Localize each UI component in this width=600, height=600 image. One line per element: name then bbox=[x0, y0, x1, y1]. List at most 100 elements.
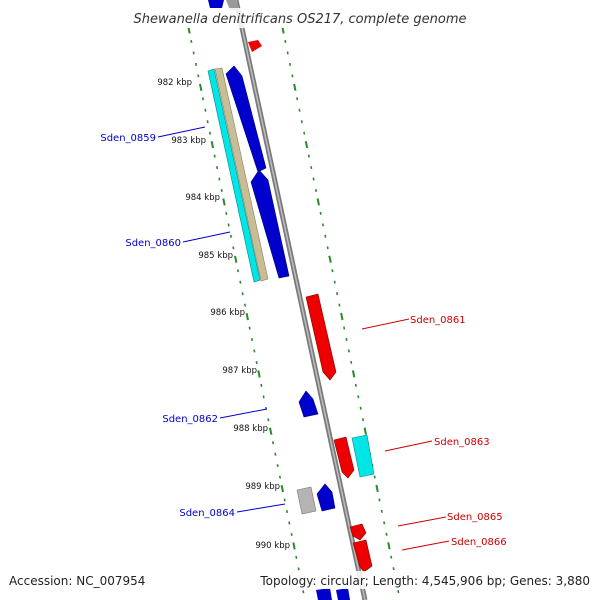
minor-tick bbox=[190, 39, 193, 43]
gene-arrow-sden-0863[interactable] bbox=[333, 436, 355, 479]
bottom-blue-feature-1[interactable] bbox=[316, 588, 332, 600]
small-red-feature[interactable] bbox=[248, 40, 262, 52]
gene-arrow-sden-0861[interactable] bbox=[305, 293, 337, 381]
minor-tick bbox=[276, 464, 279, 468]
minor-tick bbox=[331, 269, 334, 273]
cyan-feature[interactable] bbox=[207, 68, 261, 283]
gene-label-sden-0864[interactable]: Sden_0864 bbox=[179, 508, 235, 519]
gene-arrow-sden-0866[interactable] bbox=[352, 539, 373, 573]
minor-tick bbox=[297, 567, 300, 571]
major-tick bbox=[280, 484, 284, 493]
gene-label-leader bbox=[384, 440, 433, 452]
minor-tick bbox=[267, 418, 270, 422]
major-tick bbox=[210, 141, 214, 149]
minor-tick bbox=[232, 246, 235, 250]
gene-label-sden-0863[interactable]: Sden_0863 bbox=[434, 437, 490, 448]
minor-tick bbox=[285, 510, 289, 514]
top-blue-feature[interactable] bbox=[208, 0, 224, 8]
tick-label: 983 kbp bbox=[171, 136, 206, 146]
minor-tick bbox=[290, 532, 293, 536]
gene-label-sden-0859[interactable]: Sden_0859 bbox=[100, 133, 156, 144]
major-tick bbox=[387, 542, 391, 550]
gray-feature-sden-0864[interactable] bbox=[296, 486, 317, 515]
gene-arrow-sden-0859[interactable] bbox=[225, 65, 267, 173]
minor-tick bbox=[333, 280, 336, 284]
minor-tick bbox=[336, 292, 339, 296]
cyan-feature-2[interactable] bbox=[351, 434, 375, 478]
major-tick bbox=[292, 542, 296, 550]
gene-arrow-sden-0860[interactable] bbox=[250, 169, 290, 279]
minor-tick bbox=[208, 131, 212, 135]
minor-tick bbox=[286, 51, 289, 55]
minor-tick bbox=[350, 360, 353, 364]
minor-tick bbox=[390, 555, 393, 559]
outer-tick-track bbox=[281, 26, 400, 594]
gene-label-leader bbox=[157, 126, 206, 138]
gene-label-sden-0865[interactable]: Sden_0865 bbox=[447, 512, 503, 523]
gene-label-sden-0862[interactable]: Sden_0862 bbox=[162, 414, 218, 425]
title-backing bbox=[120, 8, 480, 28]
minor-tick bbox=[206, 120, 209, 124]
tick-label: 984 kbp bbox=[185, 193, 220, 203]
tan-feature[interactable] bbox=[214, 67, 269, 282]
tick-label: 982 kbp bbox=[157, 78, 192, 88]
minor-tick bbox=[303, 131, 306, 135]
tick-label: 987 kbp bbox=[222, 366, 257, 376]
minor-tick bbox=[253, 349, 256, 353]
top-gray-feature[interactable] bbox=[226, 0, 240, 10]
minor-tick bbox=[312, 177, 315, 181]
gene-label-leader bbox=[401, 540, 450, 551]
major-tick bbox=[293, 83, 297, 91]
tick-label: 986 kbp bbox=[210, 308, 245, 318]
accession-text: Accession: NC_007954 bbox=[9, 574, 145, 588]
minor-tick bbox=[380, 509, 383, 513]
minor-tick bbox=[278, 475, 282, 479]
gene-label-sden-0861[interactable]: Sden_0861 bbox=[410, 315, 466, 326]
minor-tick bbox=[225, 211, 228, 215]
bottom-blue-feature-2[interactable] bbox=[336, 588, 350, 600]
minor-tick bbox=[347, 349, 350, 353]
major-tick bbox=[222, 198, 226, 206]
backbone bbox=[233, 0, 368, 600]
gene-label-leader bbox=[361, 318, 410, 330]
minor-tick bbox=[397, 590, 400, 594]
gene-label-sden-0866[interactable]: Sden_0866 bbox=[451, 537, 507, 548]
minor-tick bbox=[326, 246, 329, 250]
gene-label-sden-0860[interactable]: Sden_0860 bbox=[125, 238, 181, 249]
gene-labels-left: Sden_0859 Sden_0860 Sden_0862 Sden_0864 bbox=[100, 126, 286, 519]
minor-tick bbox=[229, 234, 233, 238]
minor-tick bbox=[307, 154, 310, 158]
minor-tick bbox=[324, 234, 327, 238]
tick-label: 989 kbp bbox=[245, 482, 280, 492]
gene-label-leader bbox=[182, 231, 231, 243]
major-tick bbox=[351, 370, 356, 378]
gene-arrow-sden-0865[interactable] bbox=[349, 523, 367, 541]
map-content: 982 kbp 983 kbp 984 kbp 985 kbp 986 kbp … bbox=[100, 0, 507, 600]
minor-tick bbox=[262, 395, 265, 399]
minor-tick bbox=[260, 383, 263, 387]
gene-arrow-sden-0864[interactable] bbox=[316, 483, 336, 512]
minor-tick bbox=[289, 62, 292, 66]
major-tick bbox=[269, 427, 273, 435]
minor-tick bbox=[215, 166, 219, 170]
minor-tick bbox=[383, 521, 386, 525]
minor-tick bbox=[218, 177, 221, 181]
minor-tick bbox=[197, 74, 200, 78]
footer-backing-left bbox=[4, 571, 154, 589]
minor-tick bbox=[243, 303, 247, 307]
major-tick bbox=[234, 255, 238, 263]
major-tick bbox=[375, 484, 379, 493]
gene-arrow-sden-0862[interactable] bbox=[298, 390, 319, 418]
tick-label: 985 kbp bbox=[198, 251, 233, 261]
minor-tick bbox=[385, 532, 388, 536]
minor-tick bbox=[274, 452, 277, 456]
minor-tick bbox=[378, 498, 381, 502]
gene-label-leader bbox=[397, 516, 447, 527]
major-tick bbox=[199, 83, 203, 91]
minor-tick bbox=[310, 166, 313, 170]
gene-label-leader bbox=[219, 408, 268, 419]
minor-tick bbox=[338, 303, 341, 307]
minor-tick bbox=[373, 475, 376, 479]
minor-tick bbox=[357, 395, 360, 399]
minor-tick bbox=[345, 337, 348, 341]
